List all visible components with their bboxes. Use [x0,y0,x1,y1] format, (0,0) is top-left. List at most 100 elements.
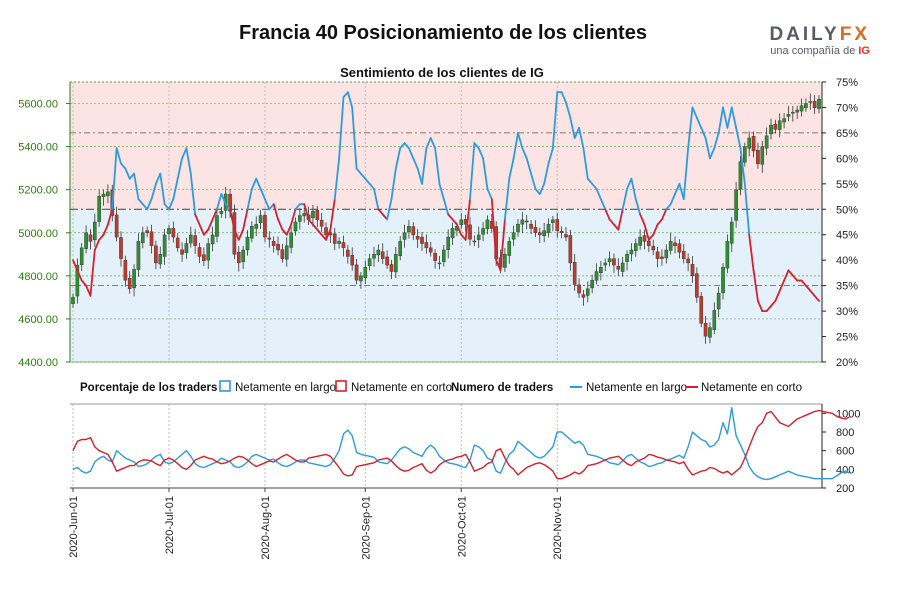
net-short-segment [661,208,668,221]
candle-body [472,240,477,243]
candle-body [738,161,743,190]
candle-body [677,243,682,253]
net-short-segment [774,289,781,302]
net-long-segment [595,188,602,200]
net-short-segment [639,213,646,226]
candle-body [263,215,267,238]
candle-body [485,219,490,230]
net-long-segment [124,167,131,180]
candle-body [372,254,376,259]
net-long-segment [578,126,585,150]
candle-body [695,273,699,298]
candle-body [154,245,158,264]
net-long-segment [346,91,354,109]
net-long-segment [390,167,397,200]
net-long-segment [416,167,423,185]
net-long-segment [159,172,166,206]
candle-body [791,111,795,114]
candle-body [398,241,402,257]
net-short-segment [198,223,205,236]
net-short-segment [791,274,799,282]
net-short-segment [656,218,663,226]
net-long-segment [360,172,367,180]
y-right-tick-label: 40% [836,255,858,267]
net-long-segment [111,147,118,211]
net-long-segment [408,147,415,160]
candle-body [524,220,529,223]
net-long-segment [250,177,258,190]
candle-body [537,232,542,236]
net-short-segment [377,208,384,216]
candle-body [503,254,507,268]
y-left-tick-label: 5000.00 [18,228,58,240]
y-right-tick-label: 55% [836,179,858,191]
candle-body [276,243,280,251]
candle-body [271,240,276,246]
candle-body [747,137,751,149]
candle-body [376,249,381,256]
candle-body [651,246,656,251]
net-long-segment [582,147,589,180]
net-long-segment [220,193,227,206]
lower-tick-label: 1000 [836,408,860,420]
candle-body [341,242,346,249]
net-short-segment [604,208,611,221]
net-long-segment [224,203,231,211]
net-long-segment [687,106,694,150]
candle-body [590,279,594,289]
y-right-tick-label: 65% [836,128,858,140]
net-long-segment [503,177,511,221]
x-tick-label: 2020-Oct-01 [456,496,468,557]
net-long-segment [421,147,428,185]
candle-body [629,249,634,255]
candle-body [79,247,84,266]
candle-body [97,195,101,222]
net-short-segment [80,279,87,287]
candle-body [311,211,315,219]
candle-body [612,258,616,266]
net-short-segment [312,223,319,231]
candle-body [267,237,272,240]
net-long-segment [268,203,275,211]
candle-body [647,240,651,246]
net-short-segment [765,305,772,312]
net-short-segment [194,213,201,226]
net-long-segment [434,147,441,185]
net-short-segment [805,284,812,292]
y-right-tick-label: 75% [836,77,858,89]
net-short-segment [207,218,214,231]
legend-long-label-2: Netamente en largo [586,382,687,394]
candle-body [202,254,206,261]
candle-body [559,231,564,233]
net-short-segment [320,233,327,241]
net-long-segment [442,198,450,216]
net-short-segment [290,208,297,226]
candle-body [773,124,778,130]
candle-body [699,296,704,324]
candle-body [769,124,773,135]
net-long-segment [469,142,476,200]
page-title: Francia 40 Posicionamiento de los client… [239,22,647,44]
net-short-segment [617,208,624,231]
candle-body [585,288,590,296]
candle-body [171,228,176,238]
traders-short-line [72,409,850,480]
net-short-segment [464,198,471,241]
x-tick-label: 2020-Sep-01 [360,496,372,560]
candle-body [359,275,363,282]
y-right-tick-label: 20% [836,357,858,369]
net-long-segment [216,193,223,211]
candle-body [638,236,642,246]
net-short-segment [89,249,96,297]
net-long-segment [486,188,493,200]
candle-body [149,231,154,246]
candle-body [210,234,215,245]
candle-body [245,236,250,251]
net-short-segment [272,203,279,221]
candle-body [782,118,786,123]
candle-body [703,323,708,337]
y-left-tick-label: 4600.00 [18,314,58,326]
candle-body [603,262,608,266]
candle-body [158,254,163,265]
net-long-segment [569,116,576,139]
